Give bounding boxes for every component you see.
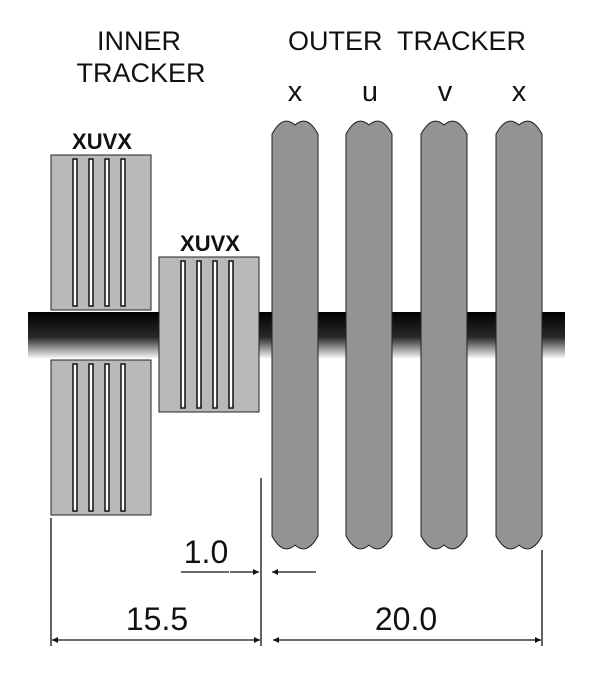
inner-station-2-label: XUVX [180, 231, 240, 256]
outer-plane-label-v: v [438, 76, 453, 108]
dimension-extension-lines [50, 478, 543, 646]
outer-tracker-heading: OUTER TRACKER [288, 26, 526, 56]
inner-tracker-heading-line1: INNER [97, 26, 181, 56]
inner-station-1-lower [50, 359, 152, 516]
outer-plane-x1 [271, 120, 319, 550]
inner-station-1-upper [50, 154, 152, 311]
outer-plane-label-x1: x [288, 76, 303, 108]
inner-span-dimension-label: 15.5 [126, 601, 188, 637]
outer-plane-v [420, 120, 468, 550]
inner-tracker-heading-line2: TRACKER [76, 58, 205, 88]
outer-plane-u [345, 120, 393, 550]
inner-station-1-label: XUVX [72, 129, 132, 154]
inner-station-2 [158, 256, 260, 413]
outer-plane-label-u: u [362, 76, 378, 108]
outer-plane-x2 [495, 120, 543, 550]
outer-span-dimension-label: 20.0 [375, 601, 437, 637]
gap-dimension-label: 1.0 [184, 534, 228, 570]
outer-plane-label-x2: x [512, 76, 527, 108]
